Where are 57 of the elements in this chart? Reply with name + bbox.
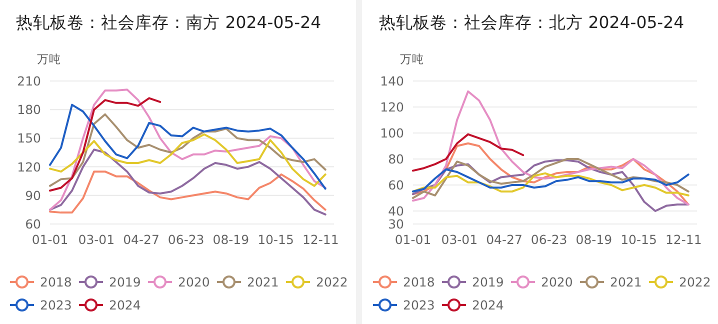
legend-label: 2018	[403, 274, 435, 290]
x-tick-label: 12-11	[302, 232, 339, 247]
y-axis-title: 万吨	[400, 52, 424, 66]
x-tick-label: 03-01	[441, 232, 478, 247]
y-tick-label: 80	[388, 152, 404, 166]
x-tick-label: 08-19	[212, 232, 250, 247]
y-tick-label: 180	[17, 102, 42, 118]
y-tick-label: 90	[25, 188, 42, 203]
legend-label: 2018	[40, 274, 72, 290]
y-tick-label: 120	[17, 159, 42, 174]
y-tick-label: 150	[17, 130, 42, 146]
line-series	[412, 142, 690, 206]
line-series	[49, 133, 326, 187]
y-tick-label: 140	[380, 74, 404, 88]
y-tick-label: 40	[388, 204, 404, 218]
x-tick-label: 04-27	[123, 232, 160, 247]
legend-label: 2019	[472, 274, 504, 290]
y-axis-title: 万吨	[37, 52, 61, 66]
chart-title: 热轧板卷：社会库存：北方 2024-05-24	[379, 13, 684, 32]
legend-label: 2021	[610, 274, 642, 290]
line-series	[49, 97, 162, 192]
chart-title: 热轧板卷：社会库存：南方 2024-05-24	[16, 13, 322, 32]
line-series	[412, 158, 690, 199]
line-series	[412, 90, 690, 206]
y-tick-label: 60	[25, 216, 42, 232]
legend-label: 2019	[109, 274, 141, 290]
line-series	[49, 88, 326, 211]
legend-label: 2023	[403, 298, 435, 312]
y-tick-label: 60	[388, 178, 404, 192]
x-tick-label: 06-23	[168, 232, 204, 247]
y-tick-label: 100	[380, 126, 404, 140]
x-tick-label: 01-01	[394, 232, 432, 247]
legend-label: 2020	[541, 274, 573, 290]
legend-label: 2024	[109, 298, 141, 312]
x-tick-label: 08-19	[576, 232, 612, 247]
x-tick-label: 10-15	[620, 232, 657, 247]
line-series	[412, 159, 690, 212]
legend-label: 2021	[247, 274, 279, 290]
line-series	[49, 170, 326, 214]
line-series	[412, 168, 690, 192]
legend-label: 2022	[316, 274, 348, 290]
legend-label: 2022	[679, 274, 711, 290]
line-series	[49, 148, 326, 216]
legend-label: 2020	[178, 274, 210, 290]
x-tick-label: 04-27	[486, 232, 522, 247]
x-tick-label: 10-15	[258, 232, 294, 247]
line-series	[412, 172, 690, 196]
x-tick-label: 01-01	[32, 232, 68, 247]
legend-label: 2024	[472, 298, 504, 312]
x-tick-label: 12-11	[665, 232, 702, 247]
legend-label: 2023	[40, 298, 72, 312]
x-tick-label: 06-23	[530, 232, 568, 247]
line-series	[412, 133, 524, 172]
y-tick-label: 210	[17, 74, 42, 88]
y-tick-label: 30	[388, 216, 404, 232]
y-tick-label: 120	[380, 100, 404, 114]
x-tick-label: 03-01	[78, 232, 115, 247]
